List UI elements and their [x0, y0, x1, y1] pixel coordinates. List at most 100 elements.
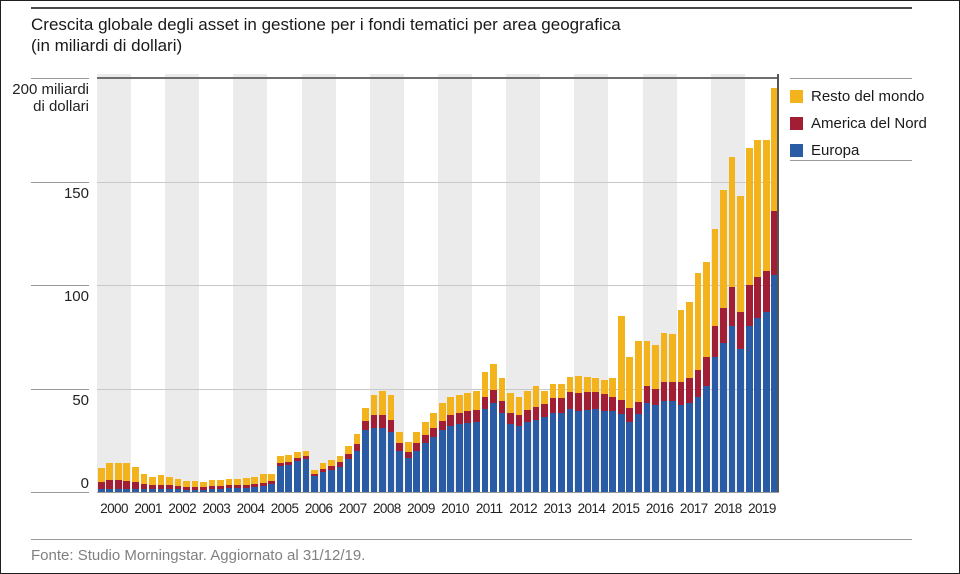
segment-europa: [745, 326, 753, 492]
segment-america-del-nord: [396, 443, 403, 451]
segment-resto-del-mondo: [515, 396, 523, 416]
segment-resto-del-mondo: [404, 442, 412, 452]
segment-america-del-nord: [166, 484, 173, 489]
segment-resto-del-mondo: [123, 463, 131, 481]
segment-resto-del-mondo: [97, 468, 105, 482]
segment-america-del-nord: [225, 484, 233, 488]
gridline-150: [97, 181, 779, 183]
x-label-2009: 2009: [407, 501, 435, 516]
segment-europa: [353, 450, 361, 492]
bar-2016-Q2: [652, 345, 659, 492]
bar-2006-Q2: [311, 470, 318, 492]
bar-2013-Q2: [549, 384, 557, 492]
segment-america-del-nord: [234, 484, 242, 488]
segment-america-del-nord: [507, 413, 514, 424]
bar-2013-Q3: [558, 384, 565, 492]
segment-resto-del-mondo: [745, 148, 753, 286]
bar-2014-Q4: [600, 380, 608, 492]
segment-america-del-nord: [617, 399, 625, 415]
segment-europa: [396, 450, 403, 492]
segment-europa: [455, 423, 463, 492]
y-tick-200: [31, 78, 89, 79]
x-label-2019: 2019: [748, 501, 776, 516]
bar-2018-Q3: [728, 156, 736, 492]
segment-resto-del-mondo: [498, 378, 506, 401]
bar-2002-Q2: [174, 478, 182, 492]
segment-europa: [251, 486, 259, 492]
bar-2002-Q4: [191, 480, 199, 492]
segment-america-del-nord: [157, 484, 165, 489]
y-tick-100: [31, 285, 89, 286]
bar-2006-Q4: [328, 459, 335, 492]
segment-europa: [404, 457, 412, 492]
segment-resto-del-mondo: [396, 432, 403, 444]
bar-2000-Q4: [123, 463, 131, 492]
segment-europa: [762, 311, 770, 492]
segment-europa: [481, 409, 489, 492]
segment-america-del-nord: [703, 357, 710, 387]
segment-resto-del-mondo: [583, 377, 591, 392]
segment-america-del-nord: [140, 483, 148, 489]
segment-europa: [132, 488, 139, 492]
segment-europa: [575, 411, 583, 492]
bar-2009-Q4: [430, 413, 438, 492]
segment-america-del-nord: [498, 400, 506, 414]
bar-2008-Q1: [370, 394, 378, 492]
segment-europa: [592, 409, 600, 492]
segment-america-del-nord: [634, 401, 642, 415]
segment-europa: [771, 274, 779, 492]
bar-2016-Q4: [669, 333, 676, 492]
segment-america-del-nord: [575, 392, 583, 412]
segment-america-del-nord: [592, 391, 600, 410]
legend-label: Resto del mondo: [811, 88, 925, 105]
segment-europa: [302, 458, 310, 492]
x-label-2000: 2000: [100, 501, 128, 516]
bar-2012-Q2: [515, 396, 523, 492]
segment-resto-del-mondo: [532, 386, 540, 408]
segment-resto-del-mondo: [259, 474, 267, 483]
bar-2006-Q1: [302, 450, 310, 492]
segment-europa: [694, 396, 702, 492]
segment-resto-del-mondo: [106, 463, 114, 480]
segment-america-del-nord: [353, 444, 361, 451]
segment-europa: [490, 403, 497, 492]
segment-resto-del-mondo: [319, 463, 327, 470]
segment-resto-del-mondo: [166, 476, 173, 485]
segment-resto-del-mondo: [336, 455, 344, 462]
segment-resto-del-mondo: [728, 156, 736, 288]
segment-europa: [200, 489, 207, 492]
bar-2002-Q1: [166, 476, 173, 492]
segment-europa: [208, 488, 216, 492]
legend-item-resto-del-mondo[interactable]: Resto del mondo: [790, 87, 924, 106]
segment-europa: [549, 413, 557, 492]
year-stripe-2006: [301, 74, 336, 492]
legend-item-europa[interactable]: Europa: [790, 141, 912, 160]
bar-2016-Q3: [660, 332, 668, 492]
legend-item-america-del-nord[interactable]: America del Nord: [790, 114, 927, 133]
segment-europa: [558, 413, 565, 492]
bar-2019-Q2: [754, 140, 762, 492]
bar-2010-Q3: [455, 394, 463, 492]
bar-2018-Q4: [737, 196, 744, 492]
segment-europa: [600, 411, 608, 492]
bar-2012-Q1: [507, 392, 514, 492]
x-label-2008: 2008: [373, 501, 401, 516]
segment-america-del-nord: [268, 480, 276, 484]
segment-europa: [157, 488, 165, 492]
segment-europa: [438, 429, 446, 492]
segment-america-del-nord: [455, 413, 463, 424]
segment-europa: [617, 414, 625, 492]
segment-america-del-nord: [549, 397, 557, 414]
segment-resto-del-mondo: [686, 301, 693, 379]
segment-europa: [737, 349, 744, 492]
segment-europa: [370, 427, 378, 492]
segment-america-del-nord: [669, 382, 676, 401]
segment-america-del-nord: [251, 483, 259, 487]
bar-2011-Q2: [481, 371, 489, 492]
bar-2010-Q1: [438, 403, 446, 492]
segment-america-del-nord: [114, 479, 122, 489]
segment-europa: [328, 470, 335, 492]
segment-europa: [464, 422, 472, 492]
segment-resto-del-mondo: [293, 451, 301, 458]
segment-resto-del-mondo: [549, 384, 557, 398]
